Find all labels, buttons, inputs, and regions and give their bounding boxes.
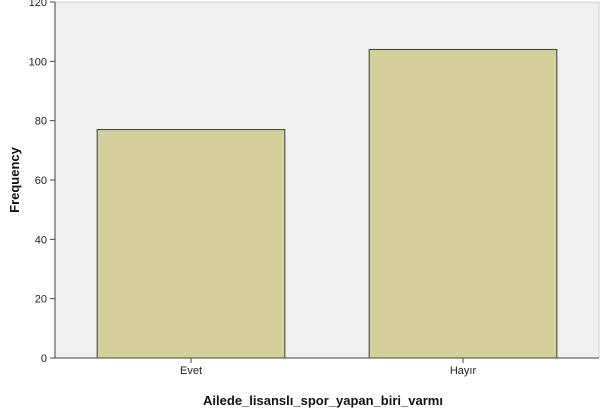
y-tick-label: 60	[35, 175, 47, 187]
y-axis-title: Frequency	[7, 146, 22, 213]
y-tick-label: 100	[29, 56, 47, 68]
x-axis-title: Ailede_lisanslı_spor_yapan_biri_varmı	[203, 393, 443, 408]
bars	[96, 48, 558, 359]
y-tick-label: 120	[29, 0, 47, 9]
y-tick-label: 0	[41, 353, 47, 365]
x-tick-label: Evet	[180, 365, 202, 377]
y-tick-label: 20	[35, 294, 47, 306]
y-tick-label: 80	[35, 116, 47, 128]
bar-evet	[96, 129, 286, 359]
y-tick-label: 40	[35, 234, 47, 246]
bar-hayır	[368, 48, 558, 359]
x-axis-ticks: Evet Hayır	[180, 358, 476, 377]
x-tick-label: Hayır	[450, 365, 477, 377]
y-axis-ticks: 0 20 40 60 80 100 120	[29, 0, 55, 365]
